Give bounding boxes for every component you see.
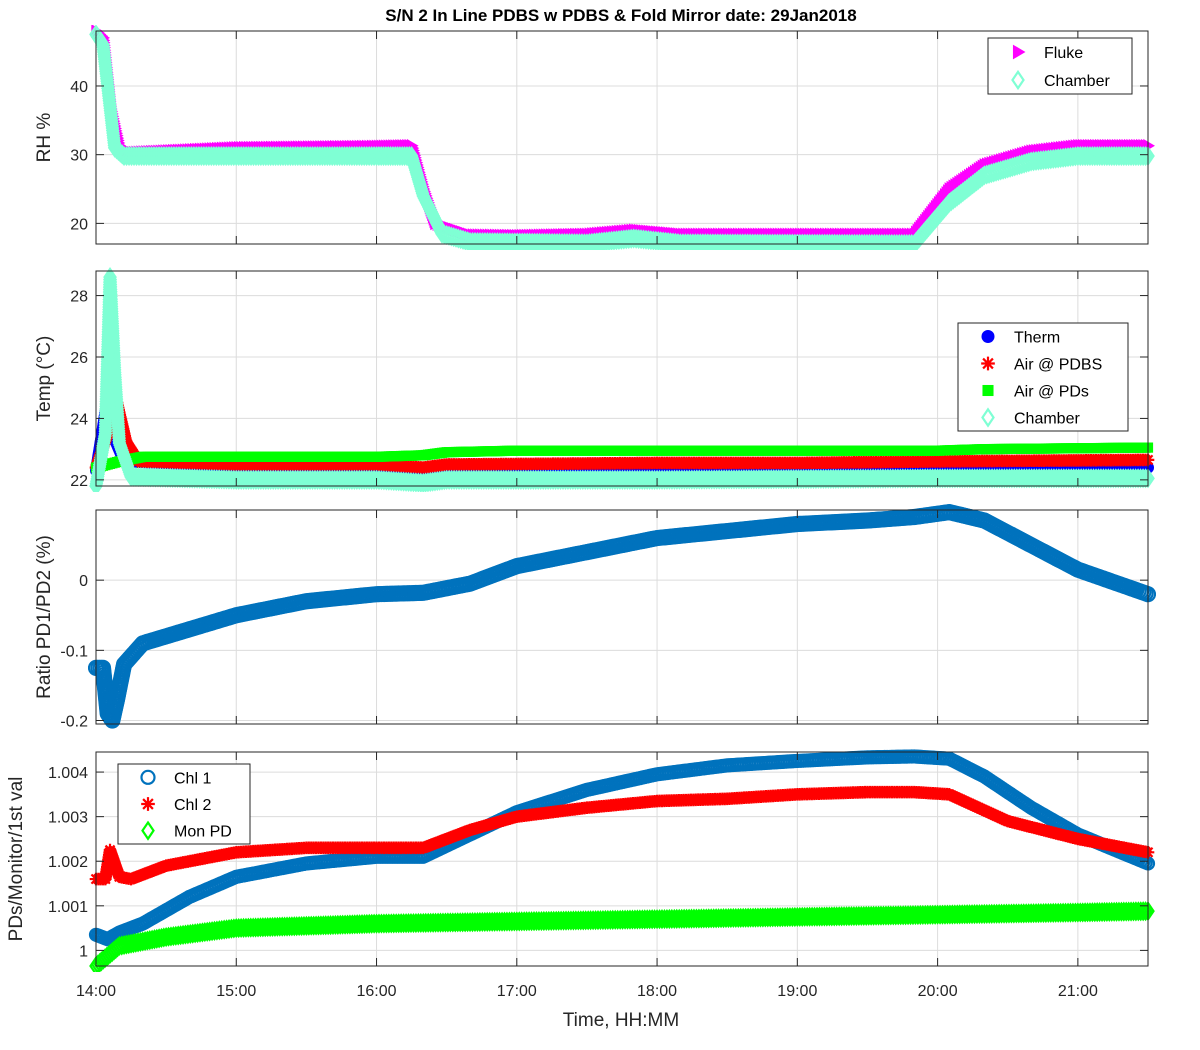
legend-label: Chamber bbox=[1044, 73, 1110, 90]
y-tick-label: 1.003 bbox=[48, 810, 88, 827]
y-axis-label: Temp (°C) bbox=[34, 336, 55, 422]
data-points bbox=[89, 267, 1155, 492]
y-tick-label: 40 bbox=[70, 79, 88, 96]
figure-title: S/N 2 In Line PDBS w PDBS & Fold Mirror … bbox=[385, 6, 856, 25]
data-points bbox=[88, 749, 1156, 972]
y-tick-label: 28 bbox=[70, 289, 88, 306]
data-point bbox=[1138, 145, 1153, 167]
y-tick-label: 1.004 bbox=[48, 765, 88, 782]
legend-label: Fluke bbox=[1044, 45, 1083, 62]
legend-entry: Chamber bbox=[1011, 69, 1110, 91]
y-axis-label: Ratio PD1/PD2 (%) bbox=[34, 535, 55, 699]
data-point bbox=[1136, 901, 1151, 922]
panel-2: 22 24 26 28 Temp (°C) Therm Air @ PDBS Air @ PD… bbox=[34, 267, 1155, 492]
legend-marker bbox=[1011, 69, 1025, 91]
panel-1: 20 30 40 RH % Fluke Chamber bbox=[34, 25, 1155, 250]
legend-label: Air @ PDs bbox=[1014, 384, 1089, 401]
y-axis-ticks: 20 30 40 bbox=[70, 31, 1148, 244]
plot-area bbox=[96, 31, 1148, 244]
legend-entry: Air @ PDs bbox=[982, 384, 1089, 401]
legend-box bbox=[987, 37, 1133, 95]
grid bbox=[95, 510, 1148, 724]
legend-marker bbox=[1012, 44, 1026, 60]
y-tick-label: 0 bbox=[79, 573, 88, 590]
series-air-pdbs bbox=[89, 396, 1155, 474]
series-chamber bbox=[89, 267, 1155, 492]
y-tick-label: -0.2 bbox=[60, 713, 88, 730]
data-point bbox=[1136, 145, 1151, 167]
series-ratio bbox=[88, 504, 1156, 729]
legend-label: Therm bbox=[1014, 330, 1060, 347]
axes-frame bbox=[95, 30, 1149, 245]
axes-frame bbox=[95, 509, 1149, 725]
legend-label: Air @ PDBS bbox=[1014, 357, 1102, 374]
panels: 20 30 40 RH % Fluke Chamber 22 24 26 28 Temp (°C) T… bbox=[6, 25, 1156, 972]
panel-3: -0.2 -0.1 0 Ratio PD1/PD2 (%) bbox=[34, 504, 1156, 730]
y-tick-label: 1 bbox=[79, 943, 88, 960]
legend-marker bbox=[982, 384, 994, 397]
y-tick-label: 30 bbox=[70, 148, 88, 165]
legend-entry: Fluke bbox=[1012, 44, 1083, 62]
y-axis-ticks: 22 24 26 28 bbox=[70, 271, 1148, 490]
y-tick-label: 20 bbox=[70, 216, 88, 233]
data-points bbox=[88, 504, 1156, 729]
legend: Fluke Chamber bbox=[987, 37, 1133, 95]
legend-label: Chamber bbox=[1014, 411, 1080, 428]
axes-frame bbox=[95, 270, 1149, 487]
y-tick-label: 26 bbox=[70, 350, 88, 367]
y-tick-label: 1.001 bbox=[48, 899, 88, 916]
y-tick-label: 1.002 bbox=[48, 854, 88, 871]
y-tick-label: 24 bbox=[70, 411, 88, 428]
data-point bbox=[1138, 901, 1153, 922]
y-tick-label: 22 bbox=[70, 473, 88, 490]
series-chl-2 bbox=[89, 785, 1155, 886]
legend-entry: Chamber bbox=[981, 407, 1080, 428]
y-axis-ticks: 1 1.001 1.002 1.003 1.004 bbox=[48, 752, 1148, 966]
series-mon-pd bbox=[89, 901, 1155, 972]
legend-marker bbox=[981, 407, 995, 428]
legend-marker bbox=[981, 356, 995, 371]
legend-entry: Air @ PDBS bbox=[981, 357, 1102, 374]
y-axis-label: RH % bbox=[34, 113, 55, 163]
legend-marker bbox=[981, 330, 995, 343]
data-points bbox=[89, 25, 1155, 250]
legend-entry: Therm bbox=[981, 330, 1060, 347]
legend: Therm Air @ PDBS Air @ PDs Chamber bbox=[957, 322, 1129, 432]
y-tick-label: -0.1 bbox=[60, 643, 88, 660]
series-chamber bbox=[89, 25, 1155, 250]
